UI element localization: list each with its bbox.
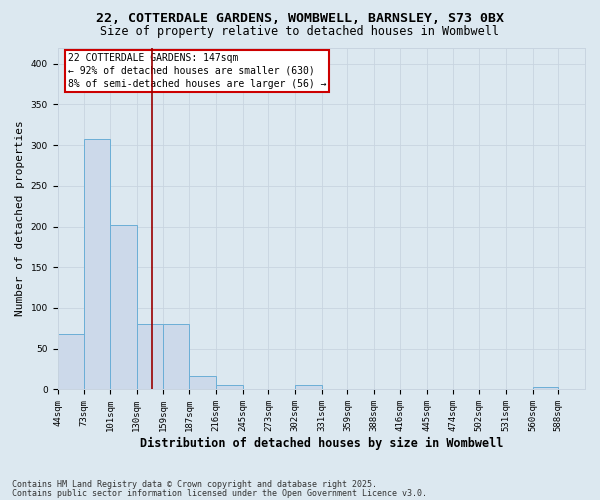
Bar (137, 324, 163, 390)
Text: Size of property relative to detached houses in Wombwell: Size of property relative to detached ho… (101, 25, 499, 38)
Bar (295, 386, 322, 390)
Text: 22 COTTERDALE GARDENS: 147sqm
← 92% of detached houses are smaller (630)
8% of s: 22 COTTERDALE GARDENS: 147sqm ← 92% of d… (68, 52, 326, 89)
Text: Contains public sector information licensed under the Open Government Licence v3: Contains public sector information licen… (12, 488, 427, 498)
Bar (58, 334, 84, 390)
Text: Contains HM Land Registry data © Crown copyright and database right 2025.: Contains HM Land Registry data © Crown c… (12, 480, 377, 489)
Text: 22, COTTERDALE GARDENS, WOMBWELL, BARNSLEY, S73 0BX: 22, COTTERDALE GARDENS, WOMBWELL, BARNSL… (96, 12, 504, 26)
Bar (189, 376, 216, 390)
Bar (163, 324, 189, 390)
Y-axis label: Number of detached properties: Number of detached properties (15, 120, 25, 316)
Bar (84, 138, 110, 390)
Bar (533, 387, 559, 390)
Bar (110, 225, 137, 390)
Bar (216, 386, 242, 390)
X-axis label: Distribution of detached houses by size in Wombwell: Distribution of detached houses by size … (140, 437, 503, 450)
